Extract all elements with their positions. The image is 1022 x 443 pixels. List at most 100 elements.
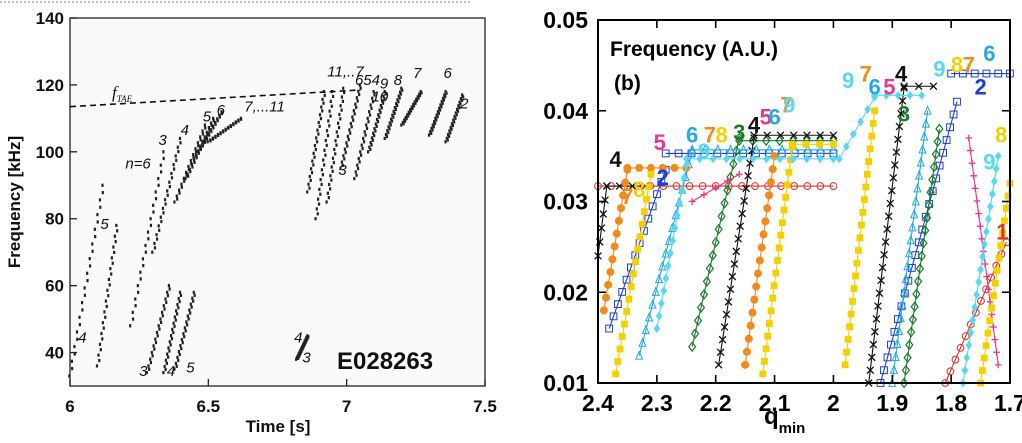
data-point bbox=[910, 301, 919, 313]
data-point bbox=[979, 367, 986, 374]
data-point bbox=[899, 286, 909, 297]
trace-dot bbox=[166, 189, 169, 193]
trace-dot bbox=[318, 124, 321, 128]
trace-dot bbox=[168, 340, 171, 344]
data-point bbox=[894, 315, 902, 323]
trace-dot bbox=[110, 256, 113, 260]
mode-number-label: 3 bbox=[159, 132, 168, 149]
trace-dot bbox=[358, 92, 361, 97]
trace-dot bbox=[458, 105, 461, 110]
data-point bbox=[853, 259, 861, 267]
trace-dot bbox=[201, 144, 204, 148]
y-tick-label: 0.02 bbox=[543, 279, 588, 305]
trace-dot bbox=[211, 136, 214, 140]
data-point bbox=[997, 242, 1005, 250]
trace-dot bbox=[214, 134, 217, 138]
data-point bbox=[891, 351, 900, 361]
data-point bbox=[750, 131, 758, 140]
data-point bbox=[904, 276, 913, 285]
trace-dot bbox=[188, 308, 191, 312]
data-point bbox=[714, 360, 723, 369]
trace-dot bbox=[313, 155, 316, 159]
data-point bbox=[711, 236, 720, 248]
trace-dot bbox=[210, 123, 213, 127]
mode-label: 3 bbox=[898, 102, 910, 127]
trace-dot bbox=[176, 355, 179, 360]
x-tick-label: 6 bbox=[65, 397, 74, 416]
data-point bbox=[673, 211, 681, 220]
trace-dot bbox=[367, 150, 370, 154]
trace-dot bbox=[199, 147, 202, 152]
data-point bbox=[942, 136, 951, 144]
series-mode-8 bbox=[612, 107, 1014, 387]
trace-dot bbox=[70, 359, 73, 363]
trace-dot bbox=[446, 138, 449, 142]
data-point bbox=[959, 69, 967, 78]
trace-dot bbox=[194, 147, 197, 151]
mode-label: 7 bbox=[963, 53, 975, 78]
data-point bbox=[895, 122, 904, 131]
data-point bbox=[738, 209, 747, 218]
data-point bbox=[983, 273, 991, 281]
data-point bbox=[759, 230, 768, 239]
trace-dot bbox=[175, 312, 179, 316]
trace-dot bbox=[139, 270, 142, 274]
y-tick-label: 0.04 bbox=[543, 98, 588, 124]
trace-dot bbox=[397, 100, 400, 104]
data-point bbox=[898, 299, 907, 310]
trace-dot bbox=[340, 108, 343, 112]
trace-dot bbox=[187, 174, 190, 178]
trace-dot bbox=[339, 117, 342, 121]
trace-dot bbox=[221, 129, 225, 133]
data-point bbox=[1001, 217, 1008, 225]
series-line bbox=[691, 137, 740, 347]
data-point bbox=[909, 208, 919, 219]
trace-dot bbox=[364, 133, 367, 137]
trace-dot bbox=[339, 166, 342, 171]
trace-dot bbox=[194, 153, 198, 157]
trace-dot bbox=[302, 345, 305, 350]
data-point bbox=[634, 245, 642, 253]
trace-dot bbox=[184, 329, 187, 333]
trace-dot bbox=[174, 361, 178, 365]
trace-dot bbox=[458, 100, 461, 104]
trace-dot bbox=[383, 96, 386, 101]
data-point bbox=[635, 350, 644, 360]
trace-dot bbox=[330, 178, 333, 182]
trace-dot bbox=[328, 182, 331, 187]
y-tick-label: 60 bbox=[45, 277, 64, 296]
trace-dot bbox=[330, 165, 333, 169]
data-point bbox=[653, 324, 661, 333]
trace-dot bbox=[439, 108, 442, 112]
trace-dot bbox=[312, 151, 315, 155]
trace-dot bbox=[323, 163, 326, 167]
trace-dot bbox=[448, 129, 451, 133]
mode-label: 6 bbox=[686, 123, 698, 148]
data-point bbox=[765, 191, 774, 200]
data-point bbox=[766, 178, 775, 187]
data-point bbox=[1002, 204, 1010, 212]
trace-dot bbox=[327, 196, 330, 200]
trace-dot bbox=[459, 96, 462, 101]
trace-dot bbox=[378, 108, 381, 112]
mode-label: 9 bbox=[933, 56, 945, 81]
trace-dot bbox=[301, 347, 304, 351]
trace-dot bbox=[361, 146, 364, 151]
trace-dot bbox=[80, 301, 84, 305]
trace-dot bbox=[396, 104, 399, 108]
trace-dot bbox=[167, 284, 170, 288]
trace-dot bbox=[355, 96, 358, 100]
trace-dot bbox=[189, 311, 192, 315]
data-point bbox=[877, 276, 885, 285]
trace-dot bbox=[152, 344, 155, 348]
data-point bbox=[769, 294, 777, 302]
trace-dot bbox=[334, 139, 337, 143]
trace-dot bbox=[399, 92, 403, 96]
shot-number-label: E028263 bbox=[337, 348, 433, 375]
data-point bbox=[830, 154, 837, 164]
trace-dot bbox=[306, 334, 309, 338]
data-point bbox=[985, 285, 992, 293]
trace-dot bbox=[174, 154, 177, 158]
